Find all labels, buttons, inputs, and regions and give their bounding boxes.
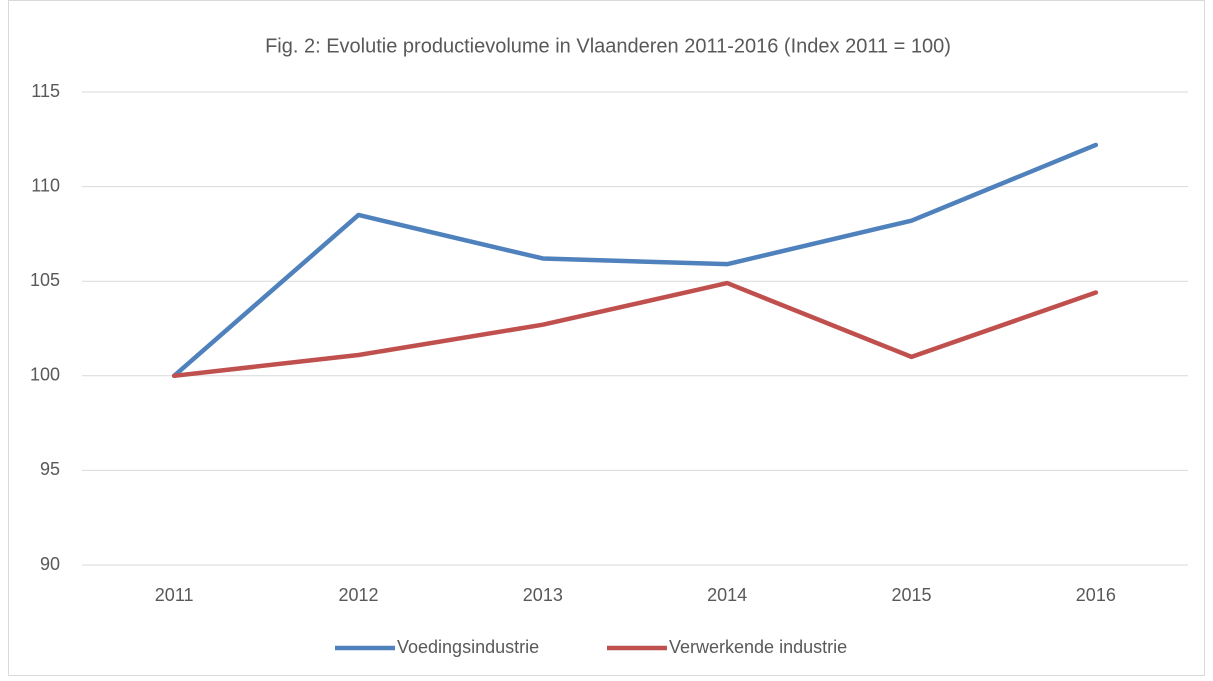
y-tick-label: 90 bbox=[40, 554, 60, 574]
y-tick-label: 115 bbox=[31, 81, 60, 101]
y-tick-label: 95 bbox=[40, 459, 60, 479]
chart-title: Fig. 2: Evolutie productievolume in Vlaa… bbox=[265, 35, 951, 57]
series-line bbox=[171, 280, 1099, 379]
legend-label: Voedingsindustrie bbox=[397, 637, 539, 657]
x-tick-label: 2016 bbox=[1076, 585, 1116, 605]
y-tick-label: 100 bbox=[30, 365, 60, 385]
x-tick-label: 2011 bbox=[155, 585, 194, 605]
series-line bbox=[171, 142, 1099, 379]
y-tick-label: 110 bbox=[31, 175, 60, 195]
legend-label: Verwerkende industrie bbox=[669, 637, 847, 657]
x-tick-label: 2015 bbox=[891, 585, 931, 605]
x-tick-label: 2014 bbox=[707, 585, 747, 605]
y-tick-label: 105 bbox=[30, 270, 60, 290]
chart-border bbox=[8, 0, 1205, 676]
x-tick-label: 2012 bbox=[338, 585, 378, 605]
x-tick-label: 2013 bbox=[523, 585, 563, 605]
